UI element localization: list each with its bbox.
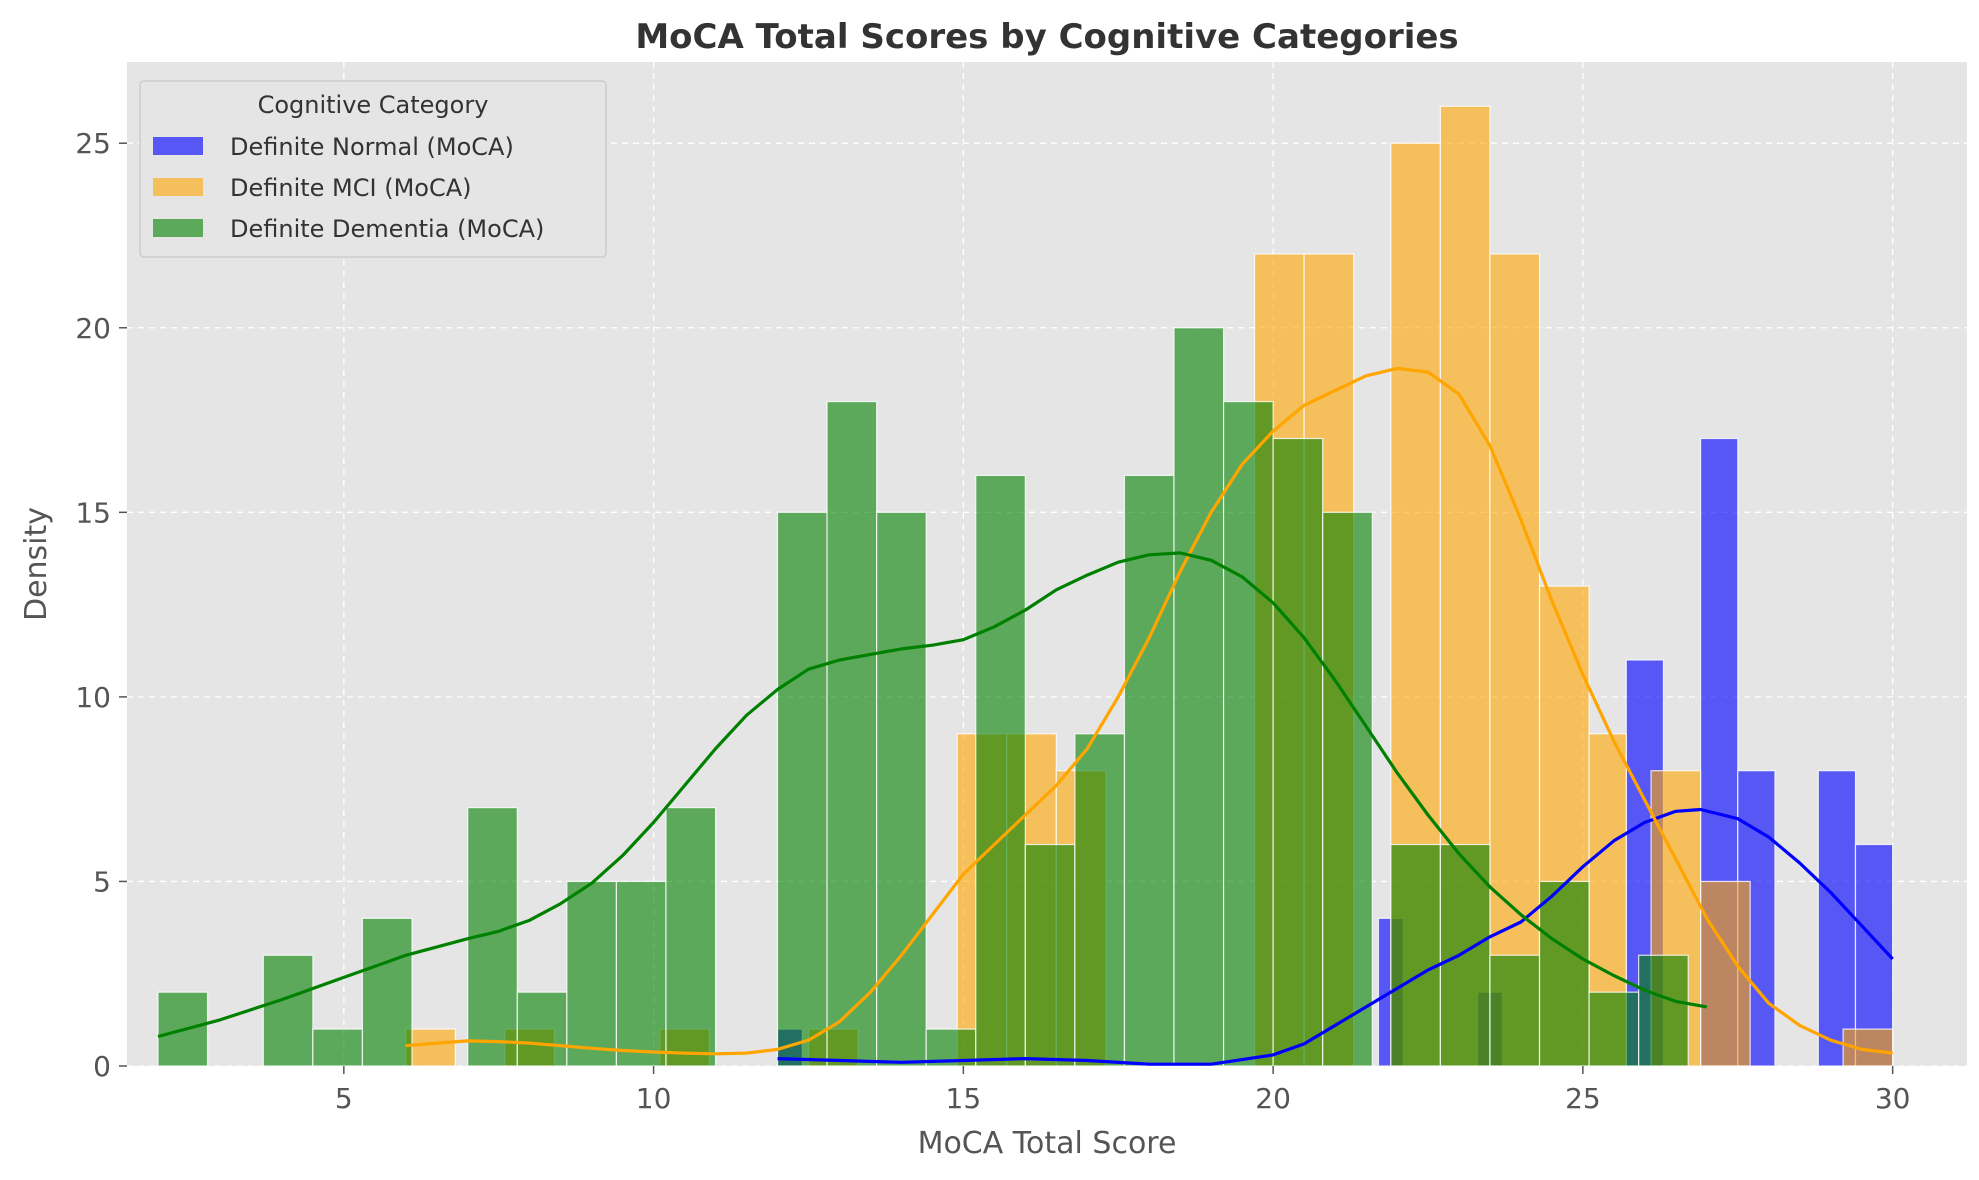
histogram-bar <box>1489 253 1541 1067</box>
histogram-bar <box>776 511 828 1067</box>
y-tick-label: 5 <box>93 865 111 898</box>
legend-swatch <box>153 137 203 155</box>
histogram-bar <box>405 1028 456 1067</box>
kde-curve <box>777 807 1894 1066</box>
histogram-bar <box>1588 991 1640 1067</box>
legend: Cognitive Category Definite Normal (MoCA… <box>139 80 607 258</box>
legend-label: Definite Dementia (MoCA) <box>230 215 544 243</box>
histogram-bar <box>975 474 1026 1067</box>
histogram-bar <box>1322 511 1373 1067</box>
histogram-bar <box>262 954 314 1067</box>
histogram-bar <box>876 511 927 1067</box>
x-tick-label: 20 <box>1255 1082 1291 1115</box>
histogram-bar <box>1074 733 1126 1067</box>
kde-curve <box>157 551 1708 1039</box>
histogram-bar <box>1439 843 1491 1067</box>
bars <box>157 105 1894 1067</box>
x-tick-label: 30 <box>1875 1082 1911 1115</box>
histogram-bar <box>1638 954 1689 1067</box>
y-tick-label: 15 <box>75 496 111 529</box>
x-tick-label: 25 <box>1565 1082 1601 1115</box>
legend-label: Definite Normal (MoCA) <box>230 133 514 161</box>
histogram-bar <box>1817 770 1857 1067</box>
histogram-bar <box>615 880 667 1067</box>
kde-curve <box>405 366 1893 1056</box>
axes: 5 10 15 20 25 30 0 5 10 15 20 25 <box>75 127 1910 1115</box>
x-tick-label: 5 <box>335 1082 353 1115</box>
histogram-bar <box>1173 327 1225 1067</box>
legend-box <box>139 80 607 258</box>
legend-items: Definite Normal (MoCA) Definite MCI (MoCA… <box>153 133 544 243</box>
histogram-bar <box>312 1028 364 1067</box>
legend-title: Cognitive Category <box>258 91 489 119</box>
y-tick-label: 0 <box>93 1050 111 1083</box>
y-tick-label: 10 <box>75 681 111 714</box>
histogram-bar <box>361 917 413 1067</box>
histogram-bar <box>467 807 518 1067</box>
histogram-bar <box>516 991 568 1067</box>
histogram-bar <box>1024 843 1076 1067</box>
histogram-bar <box>1123 474 1175 1067</box>
y-axis-label: Density <box>19 507 54 621</box>
histogram-bar <box>1272 437 1324 1067</box>
histogram-bar <box>665 807 717 1067</box>
legend-swatch <box>153 178 203 196</box>
kde-curves <box>157 366 1894 1066</box>
histogram-bar <box>566 880 618 1067</box>
histogram-bar <box>826 400 878 1067</box>
y-tick-label: 20 <box>75 312 111 345</box>
histogram-bar <box>1489 954 1541 1067</box>
legend-swatch <box>153 219 203 237</box>
histogram-bar <box>1390 843 1442 1067</box>
x-tick-label: 10 <box>636 1082 672 1115</box>
y-tick-label: 25 <box>75 127 111 160</box>
histogram-bar <box>1222 400 1274 1067</box>
histogram-bar <box>1538 880 1590 1067</box>
legend-label: Definite MCI (MoCA) <box>230 174 472 202</box>
x-tick-label: 15 <box>946 1082 982 1115</box>
chart-title: MoCA Total Scores by Cognitive Categorie… <box>635 17 1458 57</box>
x-axis-label: MoCA Total Score <box>918 1126 1177 1161</box>
histogram-bar <box>1700 880 1751 1067</box>
